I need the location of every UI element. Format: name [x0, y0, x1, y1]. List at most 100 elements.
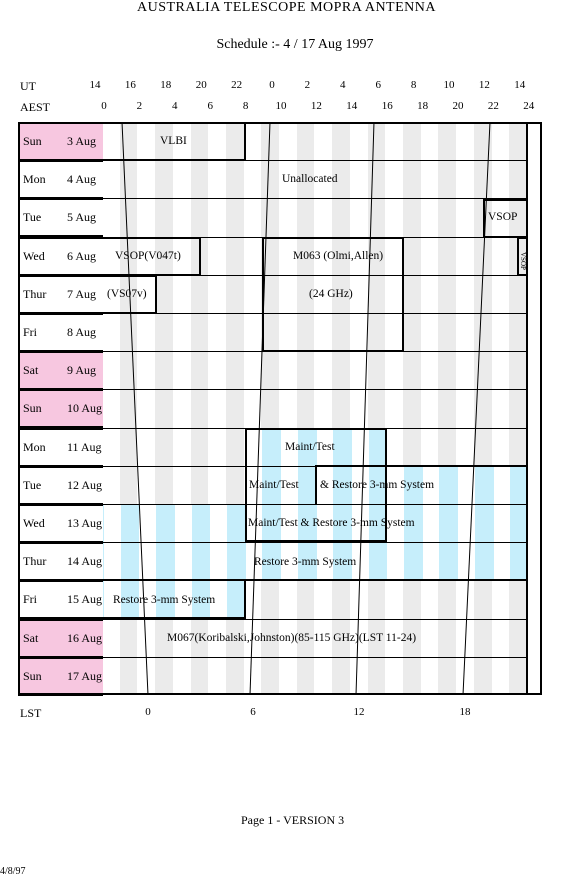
- ut-tick: 8: [410, 79, 417, 91]
- day-date: 3 Aug: [67, 134, 97, 148]
- aet-ticks: 8: [242, 100, 249, 112]
- day-date: 8 Aug: [67, 325, 97, 339]
- ut-tick: 6: [375, 79, 381, 91]
- day-date: 15 Aug: [67, 592, 103, 606]
- row-divider: [103, 542, 528, 543]
- block-maint-restore-wed-label: Maint/Test & Restore 3-mm System: [248, 517, 415, 529]
- shade-gap: [104, 580, 121, 618]
- aet-ticks: 24: [523, 100, 535, 112]
- day-name: Sun: [23, 134, 42, 148]
- block-m067-label: M067(Koribalski,Johnston)(85-115 GHz)(LS…: [167, 632, 417, 644]
- lt-ticks: 18: [459, 706, 471, 718]
- day-label: Fri 15 Aug: [18, 580, 103, 619]
- day-name: Mon: [23, 172, 46, 186]
- ut-tick: 16: [124, 79, 136, 91]
- ut-tick: 2: [304, 79, 311, 91]
- block-vsop-wed-end-label: VSOP: [519, 252, 527, 270]
- lst-line-6: [249, 121, 271, 696]
- block-vs07v-label: (VS07v): [107, 288, 147, 300]
- day-name: Wed: [23, 249, 45, 263]
- block-vsop-wed-label: VSOP(V047t): [115, 250, 181, 262]
- block-restore-thu: [103, 541, 528, 581]
- day-name: Sun: [23, 669, 42, 683]
- block-restore-fri-label: Restore 3-mm System: [113, 594, 216, 606]
- block-unallocated-label: Unallocated: [282, 173, 338, 185]
- ut-tick: 14: [89, 79, 101, 91]
- block-m063-freq: (24 GHz): [309, 288, 353, 300]
- day-name: Sat: [23, 363, 39, 377]
- block-restore-thu-label: Restore 3-mm System: [254, 556, 357, 568]
- day-label: Tue 5 Aug: [18, 198, 103, 237]
- block-restore-tue-label: & Restore 3-mm System: [320, 479, 435, 491]
- block-vlbi: [103, 122, 246, 161]
- block-maint-wed: [245, 503, 387, 542]
- lt-ticks: 6: [250, 706, 256, 718]
- row-divider: [103, 160, 528, 161]
- shade-gap: [316, 428, 334, 466]
- row-divider: [103, 313, 528, 314]
- day-name: Wed: [23, 516, 45, 530]
- day-name: Tue: [23, 478, 42, 492]
- aet-ticks: 16: [381, 100, 393, 112]
- shade-gap: [422, 466, 440, 504]
- lst-line-12: [355, 121, 375, 696]
- footer-date: 4/8/97: [0, 866, 26, 877]
- row-divider: [103, 275, 528, 276]
- shade-gap: [281, 428, 298, 466]
- day-name: Thur: [23, 554, 47, 568]
- aet-ticks: 4: [172, 100, 178, 112]
- day-name: Tue: [23, 210, 42, 224]
- day-date: 10 Aug: [67, 401, 103, 415]
- aest-axis-label: AEST: [20, 100, 50, 114]
- lt-ticks: 12: [353, 706, 365, 718]
- ut-tick: 10: [443, 79, 455, 91]
- aet-ticks: 22: [487, 100, 499, 112]
- shade-gap: [493, 466, 511, 504]
- lst-line-0: [121, 121, 149, 696]
- aet-ticks: 6: [207, 100, 213, 112]
- day-name: Sat: [23, 631, 39, 645]
- day-label: Sun 17 Aug: [18, 657, 103, 696]
- row-divider: [103, 619, 528, 620]
- day-date: 16 Aug: [67, 631, 103, 645]
- shade-gap: [246, 466, 263, 504]
- shade-gap: [174, 580, 192, 618]
- block-m063-label: M063 (Olmi,Allen): [293, 250, 384, 262]
- day-date: 5 Aug: [67, 210, 97, 224]
- day-date: 14 Aug: [67, 554, 103, 568]
- block-maint-mon-label: Maint/Test: [285, 441, 335, 453]
- block-m063: [262, 237, 404, 352]
- lst-line-18: [462, 121, 491, 696]
- day-date: 12 Aug: [67, 478, 103, 492]
- ut-tick: 14: [514, 79, 526, 91]
- ut-tick: 20: [195, 79, 207, 91]
- shade-gap: [458, 466, 475, 504]
- day-name: Thur: [23, 287, 47, 301]
- shade-gap: [316, 466, 334, 504]
- ut-axis-label: UT: [20, 79, 36, 93]
- lt-ticks: 0: [145, 706, 151, 718]
- day-label: Sat 16 Aug: [18, 619, 103, 658]
- ut-tick: 0: [269, 79, 275, 91]
- day-date: 9 Aug: [67, 363, 97, 377]
- ut-tick: 4: [340, 79, 346, 91]
- row-divider: [103, 389, 528, 390]
- block-vsop-tue: [483, 199, 528, 238]
- day-name: Mon: [23, 440, 46, 454]
- day-label: Sun 10 Aug: [18, 389, 103, 428]
- document-title: AUSTRALIA TELESCOPE MOPRA ANTENNA: [137, 0, 436, 15]
- day-date: 11 Aug: [67, 440, 102, 454]
- aet-ticks: 10: [275, 100, 287, 112]
- day-name: Sun: [23, 401, 42, 415]
- day-date: 17 Aug: [67, 669, 103, 683]
- shade-gap: [351, 466, 369, 504]
- aet-ticks: 14: [346, 100, 358, 112]
- page-footer: Page 1 - VERSION 3: [241, 813, 345, 827]
- row-divider: [103, 657, 528, 658]
- day-date: 4 Aug: [67, 172, 97, 186]
- ut-tick: 18: [160, 79, 172, 91]
- row-divider: [103, 198, 528, 199]
- day-date: 7 Aug: [67, 287, 97, 301]
- grid-end-line: [526, 122, 528, 695]
